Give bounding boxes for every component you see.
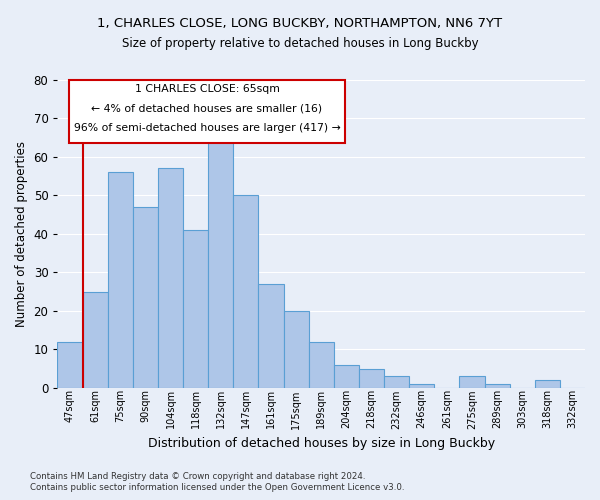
- Bar: [485, 384, 509, 388]
- Text: ← 4% of detached houses are smaller (16): ← 4% of detached houses are smaller (16): [91, 104, 323, 114]
- Text: Size of property relative to detached houses in Long Buckby: Size of property relative to detached ho…: [122, 38, 478, 51]
- Bar: [409, 384, 434, 388]
- Bar: [233, 196, 259, 388]
- Bar: [334, 364, 359, 388]
- Bar: [183, 230, 208, 388]
- Bar: [108, 172, 133, 388]
- Bar: [83, 292, 108, 388]
- Bar: [384, 376, 409, 388]
- Bar: [259, 284, 284, 388]
- Text: 1 CHARLES CLOSE: 65sqm: 1 CHARLES CLOSE: 65sqm: [134, 84, 280, 94]
- Text: 1, CHARLES CLOSE, LONG BUCKBY, NORTHAMPTON, NN6 7YT: 1, CHARLES CLOSE, LONG BUCKBY, NORTHAMPT…: [97, 18, 503, 30]
- Bar: [133, 207, 158, 388]
- Text: 96% of semi-detached houses are larger (417) →: 96% of semi-detached houses are larger (…: [74, 123, 340, 133]
- Text: Contains public sector information licensed under the Open Government Licence v3: Contains public sector information licen…: [30, 484, 404, 492]
- X-axis label: Distribution of detached houses by size in Long Buckby: Distribution of detached houses by size …: [148, 437, 495, 450]
- Bar: [58, 342, 83, 388]
- Text: Contains HM Land Registry data © Crown copyright and database right 2024.: Contains HM Land Registry data © Crown c…: [30, 472, 365, 481]
- Y-axis label: Number of detached properties: Number of detached properties: [15, 141, 28, 327]
- Bar: [308, 342, 334, 388]
- Bar: [359, 368, 384, 388]
- Bar: [284, 311, 308, 388]
- Bar: [158, 168, 183, 388]
- Bar: [208, 138, 233, 388]
- Bar: [535, 380, 560, 388]
- Bar: [460, 376, 485, 388]
